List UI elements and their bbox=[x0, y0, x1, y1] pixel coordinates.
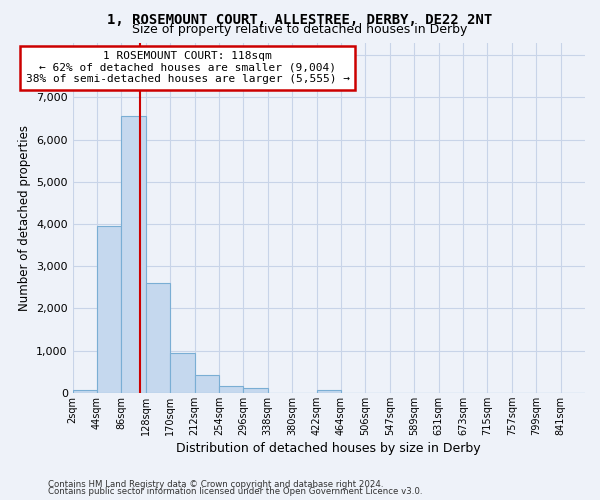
Text: Contains HM Land Registry data © Crown copyright and database right 2024.: Contains HM Land Registry data © Crown c… bbox=[48, 480, 383, 489]
Bar bbox=[317, 390, 341, 393]
Text: 1 ROSEMOUNT COURT: 118sqm
← 62% of detached houses are smaller (9,004)
38% of se: 1 ROSEMOUNT COURT: 118sqm ← 62% of detac… bbox=[26, 51, 350, 84]
Bar bbox=[121, 116, 146, 393]
Bar bbox=[194, 375, 219, 393]
Text: Size of property relative to detached houses in Derby: Size of property relative to detached ho… bbox=[133, 22, 467, 36]
X-axis label: Distribution of detached houses by size in Derby: Distribution of detached houses by size … bbox=[176, 442, 481, 455]
Bar bbox=[170, 352, 194, 393]
Text: Contains public sector information licensed under the Open Government Licence v3: Contains public sector information licen… bbox=[48, 487, 422, 496]
Text: 1, ROSEMOUNT COURT, ALLESTREE, DERBY, DE22 2NT: 1, ROSEMOUNT COURT, ALLESTREE, DERBY, DE… bbox=[107, 12, 493, 26]
Bar bbox=[146, 283, 170, 393]
Bar bbox=[97, 226, 121, 393]
Bar bbox=[244, 388, 268, 393]
Y-axis label: Number of detached properties: Number of detached properties bbox=[17, 124, 31, 310]
Bar bbox=[73, 390, 97, 393]
Bar bbox=[219, 386, 244, 393]
